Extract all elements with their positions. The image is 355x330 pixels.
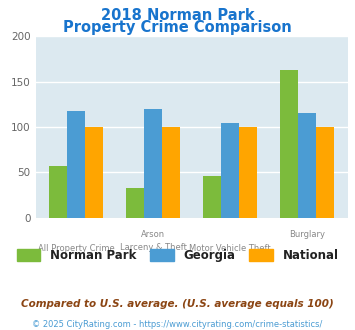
Bar <box>221 123 239 218</box>
Text: All Property Crime: All Property Crime <box>38 244 115 253</box>
Bar <box>203 176 221 218</box>
Text: Motor Vehicle Theft: Motor Vehicle Theft <box>189 244 271 253</box>
Text: Compared to U.S. average. (U.S. average equals 100): Compared to U.S. average. (U.S. average … <box>21 299 334 309</box>
Text: 2018 Norman Park: 2018 Norman Park <box>101 8 254 23</box>
Bar <box>280 70 298 218</box>
Bar <box>126 188 144 218</box>
Text: © 2025 CityRating.com - https://www.cityrating.com/crime-statistics/: © 2025 CityRating.com - https://www.city… <box>32 320 323 329</box>
Bar <box>49 166 67 218</box>
Text: Burglary: Burglary <box>289 230 325 239</box>
Bar <box>67 111 85 218</box>
Legend: Norman Park, Georgia, National: Norman Park, Georgia, National <box>12 244 343 266</box>
Bar <box>239 127 257 218</box>
Bar <box>298 114 316 218</box>
Text: Arson: Arson <box>141 230 165 239</box>
Text: Property Crime Comparison: Property Crime Comparison <box>63 20 292 35</box>
Text: Larceny & Theft: Larceny & Theft <box>120 243 187 252</box>
Bar <box>162 127 180 218</box>
Bar <box>85 127 103 218</box>
Bar <box>144 109 162 218</box>
Bar <box>316 127 334 218</box>
